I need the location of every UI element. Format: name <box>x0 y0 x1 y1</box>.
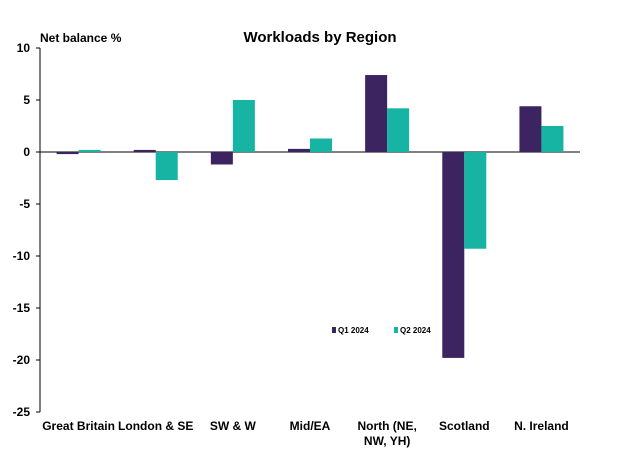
category-label-line: SW & W <box>210 419 257 433</box>
bar-q1-5 <box>442 152 465 358</box>
legend-label-q2: Q2 2024 <box>400 326 431 335</box>
bar-q2-2 <box>232 100 255 152</box>
bar-q1-1 <box>133 149 156 152</box>
bar-q2-1 <box>155 152 178 181</box>
y-tick-label: 5 <box>23 93 30 107</box>
legend-swatch-q1 <box>332 327 336 333</box>
bar-q1-4 <box>365 75 388 152</box>
category-label-line: NW, YH) <box>364 434 410 448</box>
legend-swatch-q2 <box>394 327 398 333</box>
bar-q2-0 <box>78 149 101 152</box>
category-label-line: Mid/EA <box>290 419 331 433</box>
category-label-line: Scotland <box>439 419 490 433</box>
bars <box>56 75 564 358</box>
y-tick-label: -15 <box>13 301 31 315</box>
category-label: London & SE <box>118 419 193 433</box>
legend: Q1 2024 Q2 2024 <box>332 326 431 335</box>
y-tick-label: 10 <box>17 41 31 55</box>
bar-q1-3 <box>288 148 310 152</box>
category-label: Great Britain <box>42 419 115 433</box>
category-label-line: London & SE <box>118 419 193 433</box>
category-label-line: Great Britain <box>42 419 115 433</box>
bar-q2-6 <box>541 126 564 152</box>
y-tick-label: -20 <box>13 353 31 367</box>
category-label: N. Ireland <box>514 419 569 433</box>
y-tick-label: -5 <box>19 197 30 211</box>
y-ticks: 10 5 0 -5 -10 -15 -20 -25 <box>13 41 40 419</box>
bar-q2-4 <box>387 108 410 152</box>
y-axis-label: Net balance % <box>40 31 122 45</box>
bar-q2-5 <box>464 152 487 249</box>
category-label: SW & W <box>210 419 257 433</box>
bar-q2-3 <box>310 138 332 152</box>
y-tick-label: -25 <box>13 405 31 419</box>
bar-q1-2 <box>210 152 233 165</box>
y-tick-label: -10 <box>13 249 31 263</box>
category-label: Mid/EA <box>290 419 331 433</box>
bar-q1-0 <box>56 152 79 155</box>
y-tick-label: 0 <box>23 145 30 159</box>
category-label: Scotland <box>439 419 490 433</box>
category-label-line: North (NE, <box>357 419 416 433</box>
category-labels: Great Britain London & SE SW & W Mid/EA Nort… <box>42 419 569 448</box>
bar-q1-6 <box>519 106 542 152</box>
legend-label-q1: Q1 2024 <box>338 326 369 335</box>
chart-title: Workloads by Region <box>243 29 396 46</box>
category-label-line: N. Ireland <box>514 419 569 433</box>
category-label: North (NE, NW, YH) <box>357 419 416 448</box>
